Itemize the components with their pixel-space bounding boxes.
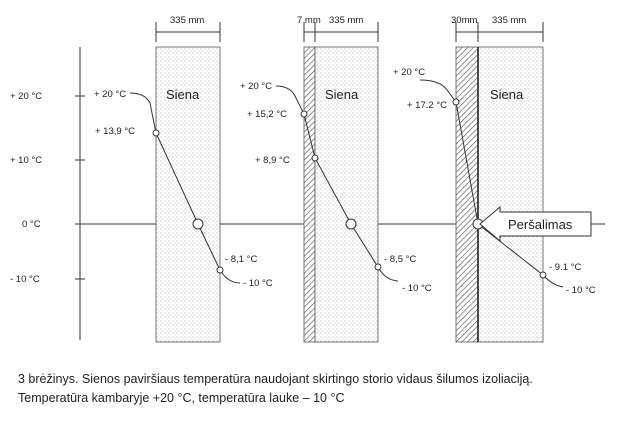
temperature-label: - 10 °C (566, 285, 596, 296)
insulation-layer (303, 46, 316, 343)
temperature-curve (419, 79, 564, 288)
panel-2: 7 mm 335 mm Siena + 20 °C + 15,2 °C + 8,… (240, 15, 432, 343)
wall-label: Siena (490, 87, 524, 102)
temperature-point (452, 98, 460, 106)
dimension-label: 335 mm (492, 15, 526, 26)
wall-temperature-diagram: + 20 °C + 10 °C 0 °C - 10 °C 335 mm Sien… (10, 15, 605, 343)
temperature-label: - 9.1 °C (549, 262, 581, 273)
temperature-label: + 20 °C (94, 89, 126, 100)
temperature-point (152, 129, 160, 137)
y-tick-label: + 20 °C (10, 91, 42, 102)
panel-3: 30mm 335 mm Siena + 20 °C + 17.2 °C - 9.… (393, 15, 596, 343)
dimension-label: 335 mm (329, 15, 363, 26)
temperature-label: + 17.2 °C (407, 100, 447, 111)
temperature-point (311, 154, 319, 162)
wall-label: Siena (325, 87, 359, 102)
temperature-curve (129, 92, 241, 284)
temperature-label: - 8,1 °C (225, 254, 257, 265)
temperature-point (539, 271, 547, 279)
condensation-label: Peršalimas (508, 217, 573, 232)
y-tick-label: 0 °C (22, 219, 41, 230)
temperature-label: + 15,2 °C (247, 109, 287, 120)
y-axis: + 20 °C + 10 °C 0 °C - 10 °C (10, 47, 85, 340)
temperature-label: + 8,9 °C (255, 155, 290, 166)
temperature-label: + 20 °C (240, 81, 272, 92)
temperature-point (216, 266, 224, 274)
zero-crossing-point (192, 218, 204, 230)
dimension-label: 30mm (451, 15, 477, 26)
y-tick-label: + 10 °C (10, 155, 42, 166)
dimension-label: 335 mm (170, 15, 204, 26)
dimension-label: 7 mm (297, 15, 321, 26)
temperature-label: - 10 °C (243, 278, 273, 289)
wall-block (314, 46, 379, 343)
panel-1: 335 mm Siena + 20 °C + 13,9 °C - 8,1 °C … (94, 15, 273, 343)
temperature-point (300, 110, 308, 118)
wall-block (477, 46, 544, 343)
figure-caption-line-1: 3 brėžinys. Sienos paviršiaus temperatūr… (18, 372, 533, 386)
temperature-label: - 10 °C (402, 283, 432, 294)
figure-caption-line-2: Temperatūra kambaryje +20 °C, temperatūr… (18, 391, 345, 405)
wall-block (155, 46, 221, 343)
condensation-arrow (479, 205, 592, 243)
temperature-label: - 8,5 °C (384, 254, 416, 265)
temperature-point (374, 263, 382, 271)
y-tick-label: - 10 °C (10, 274, 40, 285)
wall-label: Siena (166, 87, 200, 102)
temperature-label: + 13,9 °C (95, 126, 135, 137)
temperature-label: + 20 °C (393, 67, 425, 78)
zero-crossing-point (345, 218, 357, 230)
insulation-layer (455, 46, 479, 343)
